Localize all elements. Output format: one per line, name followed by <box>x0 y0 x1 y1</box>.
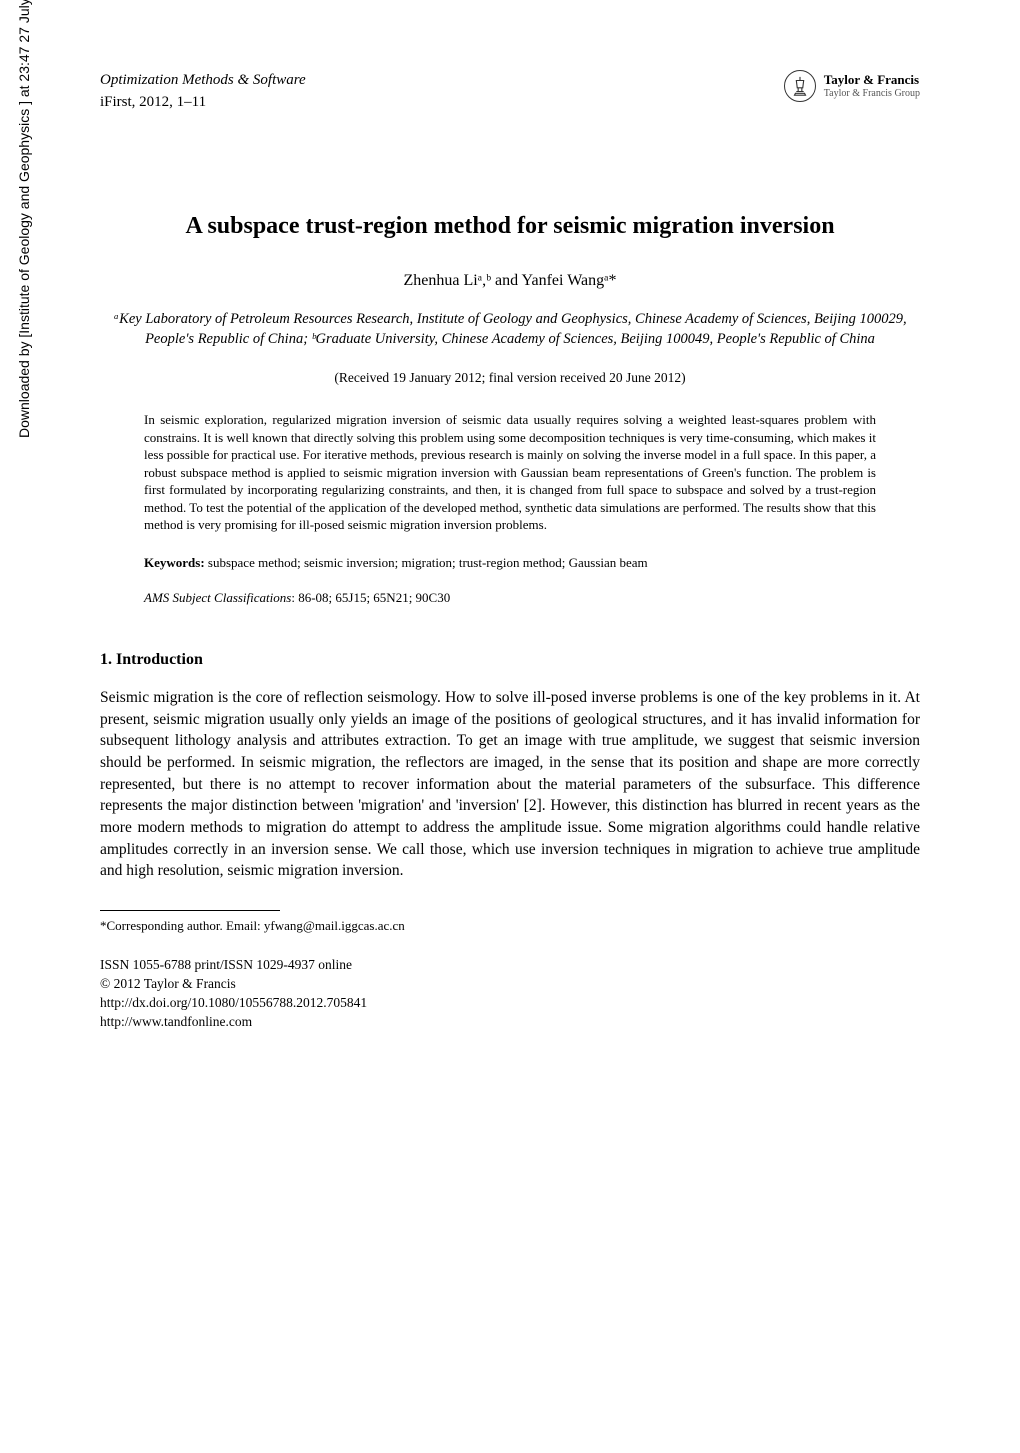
publisher-main: Taylor & Francis <box>824 72 920 88</box>
publisher-sub: Taylor & Francis Group <box>824 88 920 100</box>
publisher-block: Taylor & Francis Taylor & Francis Group <box>784 70 920 102</box>
footer-doi: http://dx.doi.org/10.1080/10556788.2012.… <box>100 994 920 1013</box>
footnote-rule <box>100 910 280 911</box>
section-1-body: Seismic migration is the core of reflect… <box>100 687 920 882</box>
download-banner: Downloaded by [Institute of Geology and … <box>14 0 34 438</box>
authors: Zhenhua Liᵃ,ᵇ and Yanfei Wangᵃ* <box>100 269 920 292</box>
footer-url: http://www.tandfonline.com <box>100 1013 920 1032</box>
dates: (Received 19 January 2012; final version… <box>100 368 920 388</box>
section-1-heading: 1. Introduction <box>100 648 920 671</box>
abstract: In seismic exploration, regularized migr… <box>144 411 876 534</box>
journal-title: Optimization Methods & Software <box>100 72 306 88</box>
publisher-logo-icon <box>784 70 816 102</box>
publisher-text: Taylor & Francis Taylor & Francis Group <box>824 72 920 100</box>
issue-info: iFirst, 2012, 1–11 <box>100 94 206 110</box>
journal-info: Optimization Methods & Software iFirst, … <box>100 70 306 114</box>
paper-title: A subspace trust-region method for seism… <box>100 209 920 244</box>
ams-codes: : 86-08; 65J15; 65N21; 90C30 <box>291 590 450 605</box>
keywords-text: subspace method; seismic inversion; migr… <box>208 555 648 570</box>
keywords-label: Keywords: <box>144 555 205 570</box>
ams-line: AMS Subject Classifications: 86-08; 65J1… <box>144 589 876 608</box>
footer-issn: ISSN 1055-6788 print/ISSN 1029-4937 onli… <box>100 956 920 975</box>
footer-block: ISSN 1055-6788 print/ISSN 1029-4937 onli… <box>100 956 920 1032</box>
lamp-icon <box>789 75 811 97</box>
ams-label: AMS Subject Classifications <box>144 590 291 605</box>
header-row: Optimization Methods & Software iFirst, … <box>100 70 920 114</box>
affiliations: ᵃKey Laboratory of Petroleum Resources R… <box>100 310 920 349</box>
footer-copyright: © 2012 Taylor & Francis <box>100 975 920 994</box>
keywords-line: Keywords: subspace method; seismic inver… <box>144 554 876 573</box>
corresponding-author-footnote: *Corresponding author. Email: yfwang@mai… <box>100 917 920 936</box>
